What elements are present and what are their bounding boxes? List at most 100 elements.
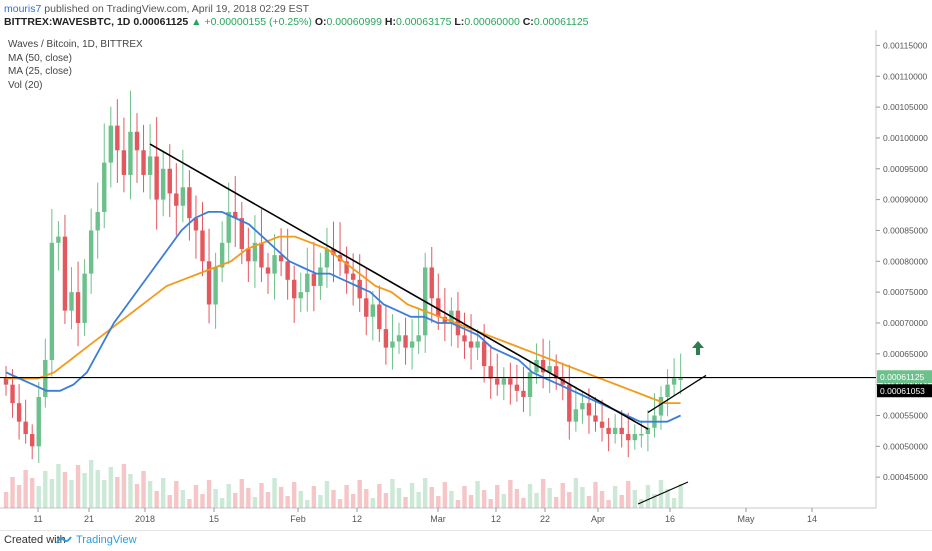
legend-ma25[interactable]: MA (25, close) <box>8 66 72 77</box>
legend-ma50[interactable]: MA (50, close) <box>8 52 72 64</box>
volume-bar <box>429 487 434 508</box>
price-change: ▲ +0.00000155 (+0.25%) <box>191 16 312 28</box>
candle-body <box>88 230 94 274</box>
volume-bar <box>49 479 55 508</box>
y-tick-label: 0.00090000 <box>883 195 928 205</box>
candle-body <box>180 187 186 206</box>
candle-body <box>102 162 107 212</box>
chart-area[interactable]: 0.00115000 0.00110000 0.00105000 0.00100000… <box>0 30 932 530</box>
volume-bar <box>586 496 592 508</box>
candle-body <box>331 248 336 256</box>
volume-bar <box>128 474 133 508</box>
volume-bar <box>324 481 330 508</box>
candle-body <box>75 292 81 323</box>
price-chart[interactable]: 0.00115000 0.00110000 0.00105000 0.00100000… <box>0 30 932 530</box>
candle-body <box>167 168 172 194</box>
volume-bar <box>521 498 526 508</box>
candle-body <box>442 316 448 323</box>
volume-bar <box>423 478 428 508</box>
volume-bar <box>665 489 670 508</box>
volume-bar <box>69 480 74 508</box>
candle-body <box>514 384 520 391</box>
tradingview-brand[interactable]: TradingView <box>76 534 137 546</box>
candle-body <box>547 366 552 373</box>
volume-bar <box>278 487 284 508</box>
volume-bar <box>554 497 559 508</box>
volume-bar <box>599 491 605 508</box>
high-label: H: <box>384 16 396 28</box>
volume-bar <box>147 481 153 508</box>
volume-bar <box>174 481 179 508</box>
candle-body <box>370 304 375 317</box>
volume-bar <box>652 494 657 508</box>
y-tick-label: 0.00075000 <box>883 287 928 297</box>
candle-body <box>108 125 113 163</box>
volume-bar <box>82 473 87 508</box>
volume-bar <box>455 500 461 508</box>
candle-body <box>10 384 15 404</box>
volume-bar <box>88 460 94 508</box>
x-tick-label: 12 <box>491 514 501 524</box>
low-label: L: <box>454 16 465 28</box>
candle-body <box>586 403 592 416</box>
candle-body <box>82 273 87 323</box>
volume-bar <box>645 485 651 508</box>
candle-body <box>527 372 533 397</box>
candle-body <box>318 267 323 286</box>
candle-body <box>69 292 74 311</box>
y-tick-label: 0.00045000 <box>883 472 928 482</box>
volume-bar <box>678 484 683 508</box>
volume-bar <box>436 496 441 508</box>
x-tick-label: May <box>737 514 755 524</box>
published-text: published on TradingView.com, April 19, … <box>44 3 310 15</box>
volume-bar <box>30 478 35 508</box>
candle-body <box>252 242 258 262</box>
volume-bar <box>416 492 421 508</box>
high-value: 0.00063175 <box>395 16 452 28</box>
y-tick-label: 0.00070000 <box>883 318 928 328</box>
volume-bar <box>632 490 637 508</box>
candle-body <box>213 267 218 305</box>
candle-body <box>475 341 480 348</box>
candle-body <box>30 433 35 447</box>
x-tick-label: 12 <box>352 514 362 524</box>
candle-body <box>141 150 146 175</box>
candle-body <box>3 377 9 385</box>
candle-body <box>161 168 166 200</box>
volume-bar <box>213 489 218 508</box>
created-with-text: Created with <box>4 534 66 546</box>
ohlc-info: BITTREX:WAVESBTC, 1D 0.00061125 ▲ +0.000… <box>4 16 589 28</box>
volume-bar <box>95 470 100 508</box>
footer: Created with TradingView <box>0 530 932 551</box>
candle-body <box>416 335 421 342</box>
y-tick-label: 0.00050000 <box>883 441 928 451</box>
volume-bar <box>626 481 631 508</box>
volume-bar <box>481 490 487 508</box>
candle-body <box>226 211 231 243</box>
volume-bar <box>619 495 624 508</box>
legend-vol[interactable]: Vol (20) <box>8 79 43 91</box>
volume-bar <box>318 495 323 508</box>
volume-bar <box>383 493 389 508</box>
x-tick-label: 22 <box>540 514 550 524</box>
candle-body <box>23 421 28 434</box>
volume-bar <box>16 485 22 508</box>
volume-bar <box>449 491 454 508</box>
candle-body <box>115 125 120 151</box>
candle-body <box>357 279 362 299</box>
x-tick-label: Feb <box>290 514 306 524</box>
chart-background <box>0 30 932 530</box>
volume-bar <box>311 486 317 508</box>
candle-body <box>278 255 284 262</box>
volume-bar <box>475 481 480 508</box>
volume-bar <box>134 484 140 508</box>
candle-body <box>468 341 474 348</box>
last-price-badge <box>877 370 932 384</box>
volume-bar <box>298 491 303 508</box>
y-tick-label: 0.00100000 <box>883 133 928 143</box>
author-link[interactable]: mouris7 <box>4 3 42 15</box>
candle-body <box>436 298 441 317</box>
tradingview-logo-icon[interactable] <box>56 534 72 546</box>
low-value: 0.00060000 <box>464 16 520 28</box>
candle-body <box>678 378 683 380</box>
